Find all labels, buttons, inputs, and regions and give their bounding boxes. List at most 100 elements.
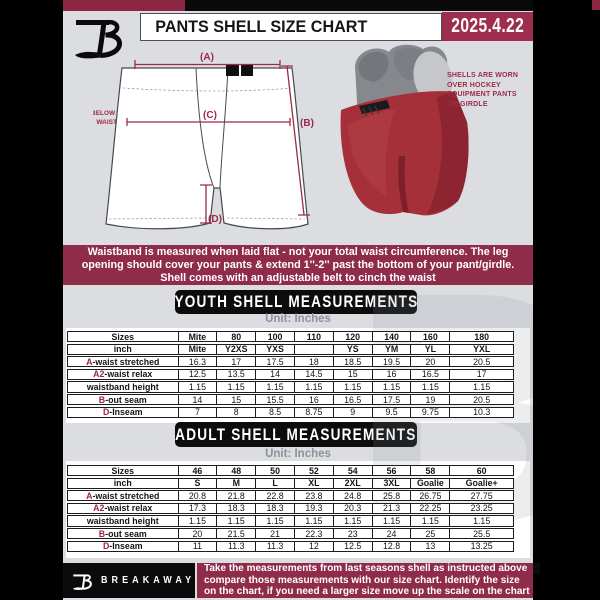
page-title-box: PANTS SHELL SIZE CHART	[140, 13, 442, 41]
value-cell: 1.15	[256, 516, 295, 526]
youth-unit-label: Unit: Inches	[265, 313, 331, 325]
value-cell: 58	[411, 466, 451, 476]
belt-buckle-icon	[226, 65, 239, 76]
row-label-cell: B -out seam	[68, 394, 179, 405]
table-row: B -out seam 14 15 15.5 16 16.5 17.5 19 20.5	[67, 393, 514, 406]
value-cell: 48	[217, 466, 257, 476]
value-cell: 11	[179, 541, 218, 551]
value-cell: 1.15	[334, 516, 373, 526]
value-cell: 18	[295, 357, 334, 367]
value-cell: 25	[411, 528, 451, 539]
value-cell: 1.15	[411, 382, 451, 392]
youth-section-title: YOUTH SHELL MEASUREMENTS	[174, 292, 418, 311]
value-cell: 20.3	[334, 503, 373, 514]
date-badge: 2025.4.22	[442, 12, 533, 41]
diagram-label-d: (D)	[208, 214, 222, 225]
value-cell: 10.3	[473, 407, 491, 417]
value-cell: S	[179, 478, 218, 488]
table-row: D -Inseam 11 11.3 11.3 12 12.5 12.8 13 13.25	[67, 540, 514, 552]
value-cell: 16.5	[411, 369, 451, 380]
value-cell: 8.5	[256, 407, 295, 417]
value-cell: 1.15	[411, 516, 451, 526]
value-cell: 9.75	[411, 407, 451, 417]
adult-section-title: ADULT SHELL MEASUREMENTS	[175, 424, 417, 444]
value-cell: 23.25	[470, 503, 493, 514]
value-cell: 18.5	[334, 357, 373, 367]
value-cell: 24.8	[334, 491, 373, 501]
value-cell: YXS	[256, 344, 295, 354]
value-cell: 60	[476, 466, 487, 476]
value-cell: 14	[179, 394, 218, 405]
value-cell: 100	[256, 332, 295, 342]
value-cell: 21.3	[373, 503, 412, 514]
table-row: Sizes Mite 80 100 110 120 140 160 180	[67, 331, 514, 343]
row-label-cell: A -waist stretched	[68, 491, 179, 501]
top-black-strip	[185, 0, 533, 11]
date-text: 2025.4.22	[451, 15, 524, 37]
value-cell: 46	[179, 466, 218, 476]
value-cell: 15.5	[256, 394, 295, 405]
value-cell: M	[217, 478, 257, 488]
table-row: B -out seam 20 21.5 21 22.3 23 24 25 25.5	[67, 527, 514, 540]
value-cell: 1.15	[373, 382, 412, 392]
value-cell: 20.8	[179, 491, 218, 501]
row-label-cell: B -out seam	[68, 528, 179, 539]
girdle-left-pad	[358, 51, 389, 82]
footer-brand-box: BREAKAWAY	[63, 563, 195, 598]
value-cell: 120	[334, 332, 373, 342]
measure-letter: B	[98, 394, 106, 405]
value-cell: 1.15	[473, 516, 491, 526]
value-cell: XL	[295, 478, 334, 488]
belt-buckle-icon	[241, 65, 253, 76]
shell-product-photo	[340, 44, 469, 216]
value-cell: 1.15	[295, 516, 334, 526]
value-cell: 1.15	[179, 516, 218, 526]
measure-line-d	[200, 184, 212, 224]
info-line: Shell comes with an adjustable belt to c…	[160, 271, 436, 284]
value-cell: 110	[295, 332, 334, 342]
value-cell: 1.15	[217, 382, 257, 392]
value-cell: 11.3	[256, 541, 295, 551]
value-cell: 7	[179, 407, 218, 417]
measure-letter: A2	[93, 369, 105, 380]
row-label-cell: A -waist stretched	[68, 357, 179, 367]
measure-letter: D	[102, 407, 110, 417]
shorts-outline	[105, 67, 309, 230]
table-row: waistband height 1.15 1.15 1.15 1.15 1.15 1.15…	[67, 515, 514, 527]
value-cell: 11.3	[217, 541, 257, 551]
row-label-cell: A2 -waist relax	[68, 369, 179, 380]
shorts-measurement-diagram: (A) (C) (B) (D) 7'' BELOW WAIST	[93, 52, 314, 230]
value-cell: 3XL	[373, 478, 412, 488]
value-cell: 160	[411, 332, 451, 342]
value-cell: Goalie+	[465, 478, 498, 488]
value-cell: Mite	[179, 344, 218, 354]
value-cell: 9	[334, 407, 373, 417]
row-label-cell: waistband height	[68, 382, 179, 392]
value-cell: 19.3	[295, 503, 334, 514]
value-cell: 80	[217, 332, 257, 342]
value-cell: 9.5	[373, 407, 412, 417]
measure-line-c	[126, 118, 291, 126]
value-cell: 21	[256, 528, 295, 539]
footer-black-notch	[533, 563, 540, 574]
fly-panel-left-line	[195, 67, 215, 189]
value-cell: YS	[334, 344, 373, 354]
value-cell: 1.15	[217, 516, 257, 526]
footer-line: on the chart, if you need a larger size …	[204, 586, 530, 598]
value-cell: 12.5	[179, 369, 218, 380]
value-cell: 16.5	[334, 394, 373, 405]
footer-instructions-box: Take the measurements from last seasons …	[197, 563, 533, 598]
value-cell: 54	[334, 466, 373, 476]
value-cell: 15	[217, 394, 257, 405]
value-cell: 17.5	[256, 357, 295, 367]
value-cell: 20	[411, 357, 451, 367]
value-cell: 12	[295, 541, 334, 551]
value-cell: 26.75	[411, 491, 451, 501]
table-row: A2 -waist relax 12.5 13.5 14 14.5 15 16 16.5 17	[67, 368, 514, 381]
value-cell: 16	[373, 369, 412, 380]
table-row: inch S M L XL 2XL 3XL Goalie Goalie+	[67, 477, 514, 489]
value-cell: 22.8	[256, 491, 295, 501]
value-cell: 1.15	[256, 382, 295, 392]
footer-line: Take the measurements from last seasons …	[204, 563, 528, 575]
value-cell: 8.75	[295, 407, 334, 417]
